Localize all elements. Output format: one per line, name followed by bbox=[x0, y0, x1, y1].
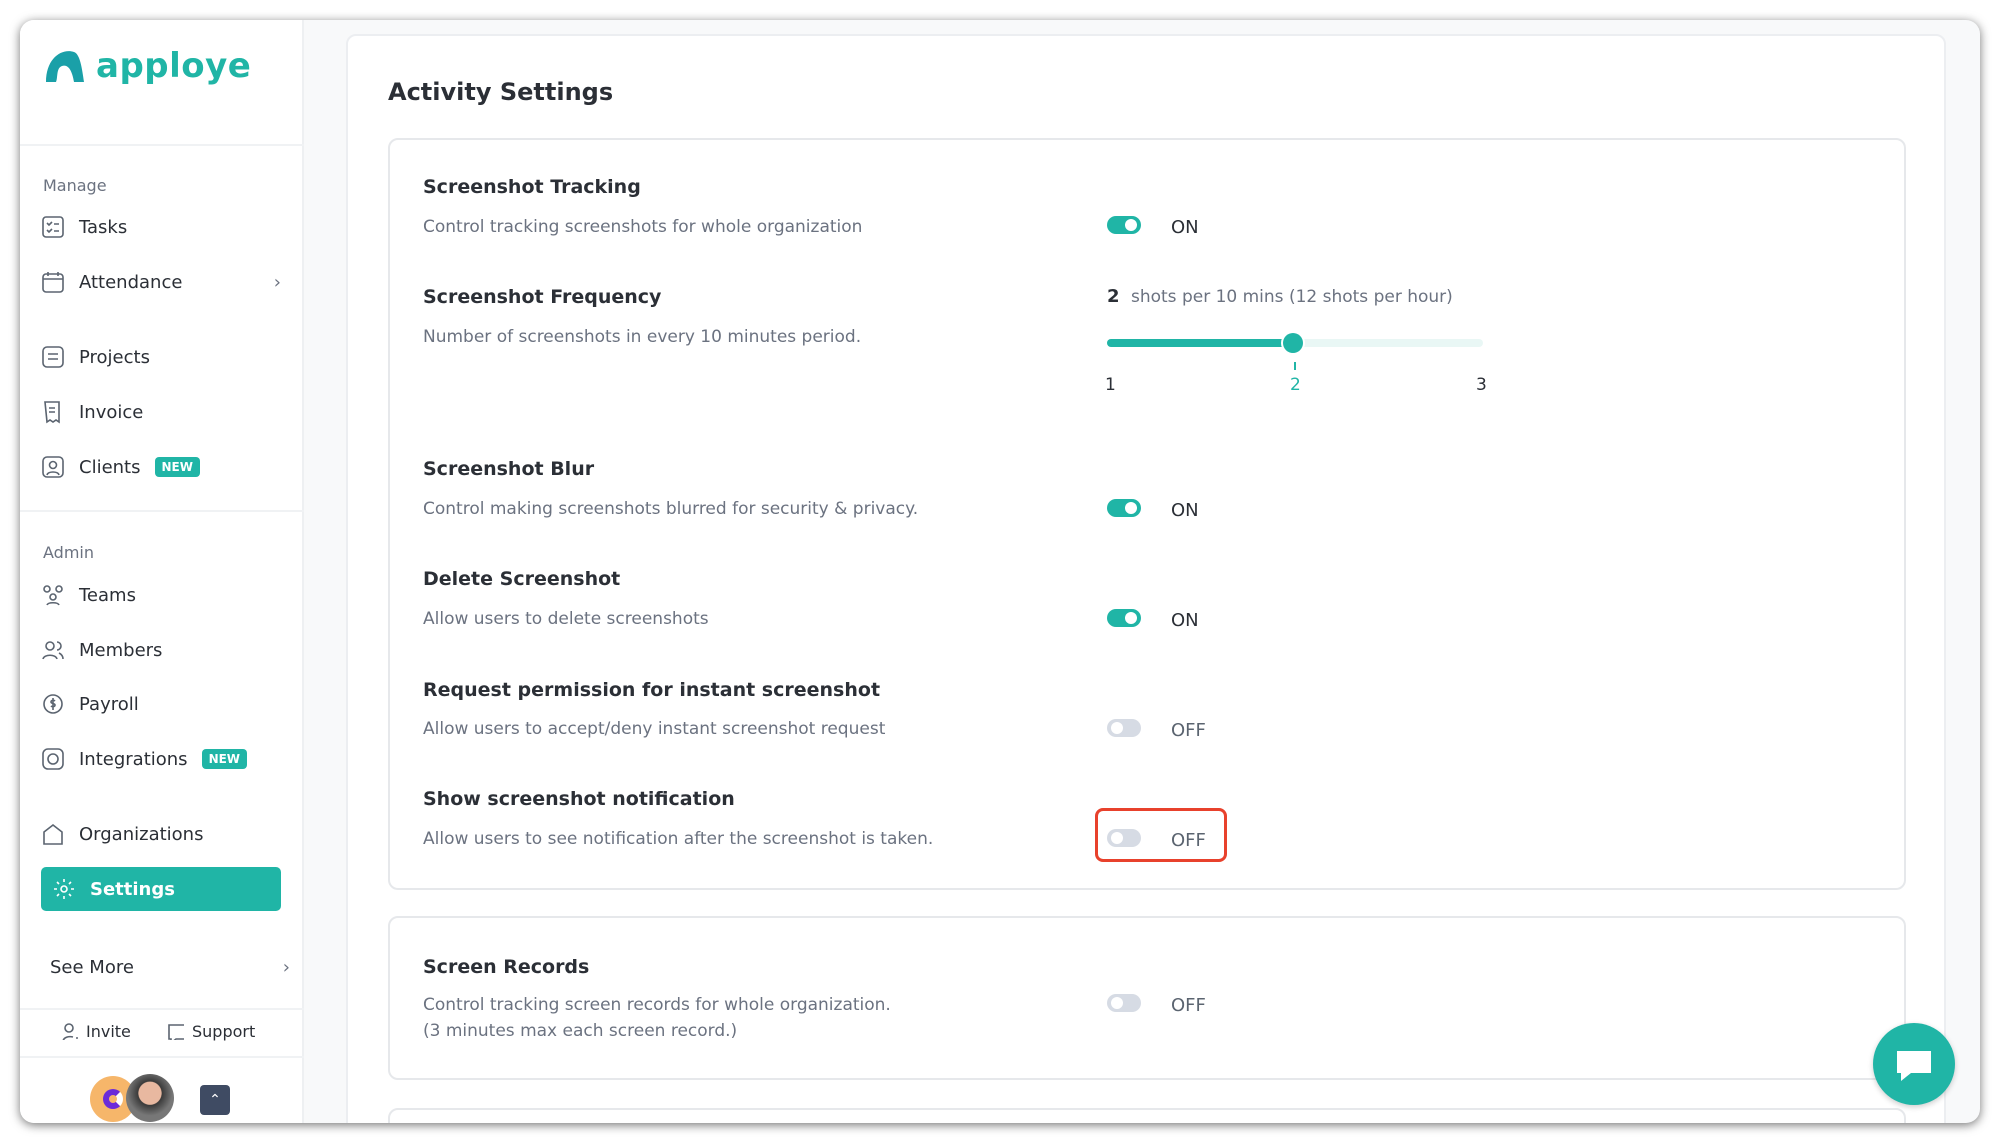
frequency-slider[interactable] bbox=[1107, 333, 1483, 353]
sidebar-item-organizations[interactable]: Organizations bbox=[41, 814, 281, 854]
highlight-box bbox=[1095, 808, 1227, 862]
setting-title: Delete Screenshot bbox=[423, 568, 621, 590]
divider bbox=[20, 1008, 304, 1010]
chevron-up-icon[interactable]: ⌃ bbox=[200, 1085, 230, 1115]
user-avatar[interactable] bbox=[126, 1074, 174, 1122]
setting-desc: Allow users to see notification after th… bbox=[423, 829, 934, 849]
tick-2: 2 bbox=[1290, 375, 1301, 395]
sidebar-item-projects[interactable]: Projects bbox=[41, 337, 281, 377]
invite-icon bbox=[62, 1023, 78, 1040]
sidebar-item-settings[interactable]: Settings bbox=[41, 867, 281, 911]
chat-icon bbox=[1897, 1051, 1931, 1081]
chevron-right-icon: › bbox=[282, 956, 290, 978]
support-button[interactable]: Support bbox=[166, 1011, 255, 1051]
new-badge: NEW bbox=[201, 749, 248, 769]
screen-records-card: Screen Records Control tracking screen r… bbox=[388, 916, 1906, 1080]
toggle-state: OFF bbox=[1171, 830, 1206, 851]
toggle-state: ON bbox=[1171, 217, 1199, 238]
sidebar-item-members[interactable]: Members bbox=[41, 630, 281, 670]
screen-records-toggle[interactable] bbox=[1107, 994, 1141, 1012]
calendar-icon bbox=[42, 272, 64, 293]
delete-screenshot-toggle[interactable] bbox=[1107, 609, 1141, 627]
logo[interactable]: apploye bbox=[44, 46, 251, 86]
divider bbox=[20, 1056, 304, 1058]
support-icon bbox=[168, 1024, 184, 1040]
tick-mark bbox=[1294, 362, 1296, 370]
chevron-right-icon: › bbox=[273, 271, 281, 293]
manage-heading: Manage bbox=[43, 176, 107, 195]
invoice-icon bbox=[44, 401, 60, 424]
screenshot-tracking-toggle[interactable] bbox=[1107, 216, 1141, 234]
sidebar-item-payroll[interactable]: Payroll bbox=[41, 684, 281, 724]
screenshot-settings-card: Screenshot Tracking Control tracking scr… bbox=[388, 138, 1906, 890]
admin-heading: Admin bbox=[43, 543, 94, 562]
setting-desc: (3 minutes max each screen record.) bbox=[423, 1021, 738, 1041]
see-more[interactable]: See More › bbox=[50, 956, 290, 978]
next-settings-card bbox=[388, 1108, 1906, 1123]
tasks-icon bbox=[42, 216, 64, 238]
organization-icon bbox=[43, 823, 63, 845]
main-panel: Activity Settings Screenshot Tracking Co… bbox=[346, 34, 1946, 1123]
screenshot-blur-toggle[interactable] bbox=[1107, 499, 1141, 517]
sidebar-item-tasks[interactable]: Tasks bbox=[41, 207, 281, 247]
payroll-icon bbox=[43, 694, 63, 714]
instant-screenshot-permission-toggle[interactable] bbox=[1107, 719, 1141, 737]
sidebar: apploye Manage Tasks Attendance › Project… bbox=[20, 20, 304, 1123]
setting-desc: Control tracking screenshots for whole o… bbox=[423, 217, 863, 237]
toggle-state: OFF bbox=[1171, 720, 1206, 741]
setting-title: Screenshot Tracking bbox=[423, 176, 641, 198]
toggle-state: ON bbox=[1171, 500, 1199, 521]
toggle-state: ON bbox=[1171, 610, 1199, 631]
sidebar-item-attendance[interactable]: Attendance › bbox=[41, 262, 281, 302]
sidebar-item-integrations[interactable]: Integrations NEW bbox=[41, 739, 281, 779]
divider bbox=[20, 144, 304, 146]
page-title: Activity Settings bbox=[388, 78, 614, 106]
divider bbox=[20, 510, 304, 512]
sidebar-item-invoice[interactable]: Invoice bbox=[41, 392, 281, 432]
setting-title: Screen Records bbox=[423, 956, 590, 978]
tick-1: 1 bbox=[1105, 375, 1116, 395]
setting-desc: Control tracking screen records for whol… bbox=[423, 995, 891, 1015]
setting-title: Show screenshot notification bbox=[423, 788, 735, 810]
setting-desc: Control making screenshots blurred for s… bbox=[423, 499, 919, 519]
setting-desc: Allow users to delete screenshots bbox=[423, 609, 709, 629]
setting-title: Screenshot Frequency bbox=[423, 286, 662, 308]
chat-button[interactable] bbox=[1873, 1023, 1955, 1105]
projects-icon bbox=[42, 346, 64, 368]
setting-title: Screenshot Blur bbox=[423, 458, 595, 480]
toggle-state: OFF bbox=[1171, 995, 1206, 1016]
apploye-logo-icon bbox=[46, 51, 84, 82]
frequency-readout: 2 shots per 10 mins (12 shots per hour) bbox=[1107, 286, 1453, 307]
tick-3: 3 bbox=[1476, 375, 1487, 395]
gear-icon bbox=[54, 879, 74, 899]
app-window: apploye Manage Tasks Attendance › Project… bbox=[20, 20, 1980, 1123]
setting-desc: Allow users to accept/deny instant scree… bbox=[423, 719, 886, 739]
screenshot-notification-toggle[interactable] bbox=[1107, 829, 1141, 847]
sidebar-item-clients[interactable]: Clients NEW bbox=[41, 447, 281, 487]
setting-desc: Number of screenshots in every 10 minute… bbox=[423, 327, 862, 347]
invite-button[interactable]: Invite bbox=[60, 1011, 131, 1051]
slider-fill bbox=[1107, 339, 1295, 347]
teams-icon bbox=[43, 585, 63, 606]
slider-handle[interactable] bbox=[1283, 333, 1303, 353]
setting-title: Request permission for instant screensho… bbox=[423, 679, 881, 701]
sidebar-item-teams[interactable]: Teams bbox=[41, 575, 281, 615]
members-icon bbox=[42, 641, 64, 660]
client-icon bbox=[42, 456, 64, 478]
integrations-icon bbox=[42, 748, 64, 770]
new-badge: NEW bbox=[154, 457, 200, 477]
